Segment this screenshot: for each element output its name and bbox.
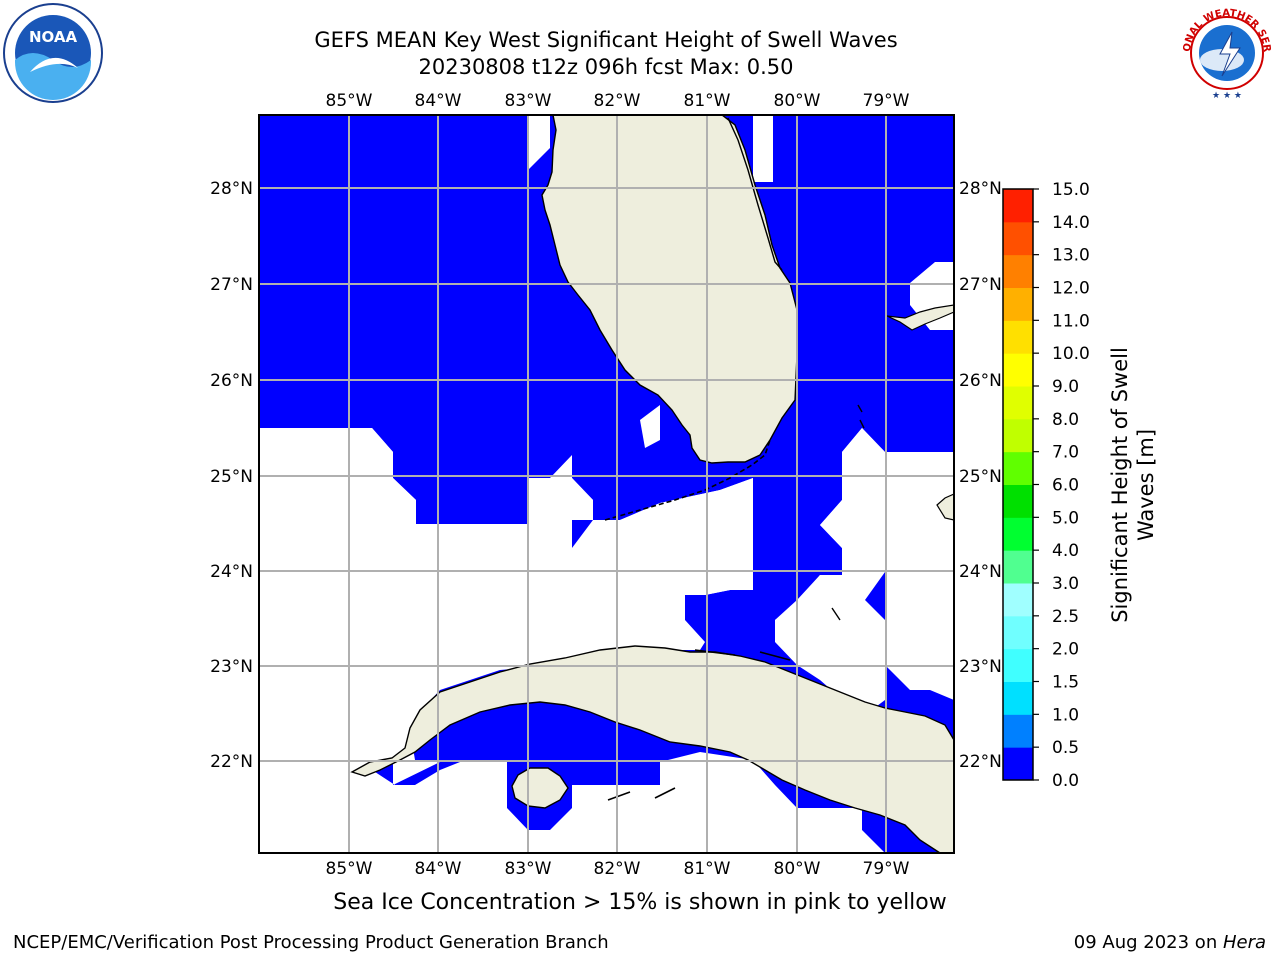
map-content [259, 115, 954, 853]
lat-label: 28°N [959, 179, 1002, 199]
colorbar-tick-label: 15.0 [1052, 180, 1090, 200]
colorbar-swatch [1003, 353, 1033, 387]
colorbar-tick-label: 1.5 [1052, 673, 1079, 693]
footer-credit: NCEP/EMC/Verification Post Processing Pr… [13, 932, 609, 953]
isle-of-youth-land [511, 767, 569, 809]
colorbar-tick-label: 6.0 [1052, 476, 1079, 496]
sea-ice-caption: Sea Ice Concentration > 15% is shown in … [333, 890, 947, 915]
lat-label: 26°N [959, 371, 1002, 391]
colorbar-tick-label: 13.0 [1052, 246, 1090, 266]
lat-label: 27°N [210, 275, 253, 295]
noaa-logo: NOAA [3, 3, 103, 103]
colorbar-swatch [1003, 550, 1033, 584]
nws-logo: NATIONAL WEATHER SERVICE ★ ★ ★ [1176, 2, 1276, 102]
colorbar-tick-label: 7.0 [1052, 443, 1079, 463]
colorbar-label-line1: Significant Height of Swell [1108, 347, 1132, 623]
colorbar-tick-label: 0.0 [1052, 771, 1079, 791]
lon-label: 80°W [774, 91, 821, 111]
cuba-land [350, 645, 954, 853]
lat-labels-right: 28°N 27°N 26°N 25°N 24°N 23°N 22°N [959, 179, 1002, 772]
lon-label: 81°W [684, 859, 731, 879]
colorbar-tick-label: 14.0 [1052, 213, 1090, 233]
lon-label: 83°W [505, 859, 552, 879]
lat-label: 25°N [959, 467, 1002, 487]
lon-label: 82°W [594, 91, 641, 111]
lon-label: 82°W [594, 859, 641, 879]
lat-label: 26°N [210, 371, 253, 391]
chart-title: GEFS MEAN Key West Significant Height of… [314, 28, 898, 52]
map-gridlines [259, 115, 954, 853]
lon-label: 85°W [326, 859, 373, 879]
colorbar-swatch [1003, 451, 1033, 485]
lon-label: 79°W [863, 91, 910, 111]
colorbar-swatch [1003, 681, 1033, 715]
colorbar: 0.0 0.5 1.0 1.5 2.0 2.5 3.0 4.0 5.0 6.0 7.0 8.0 9.0 1… [1002, 180, 1090, 791]
colorbar-swatch [1003, 517, 1033, 551]
colorbar-tick-label: 9.0 [1052, 377, 1079, 397]
colorbar-label-line2: Waves [m] [1134, 428, 1158, 542]
lat-label: 28°N [210, 179, 253, 199]
colorbar-swatch [1003, 320, 1033, 354]
colorbar-swatch [1003, 648, 1033, 682]
lon-label: 79°W [863, 859, 910, 879]
lon-label: 83°W [505, 91, 552, 111]
footer-date-text: 09 Aug 2023 on [1073, 932, 1223, 953]
colorbar-tick-label: 2.5 [1052, 607, 1079, 627]
colorbar-swatch [1003, 615, 1033, 650]
chart-subtitle: 20230808 t12z 096h fcst Max: 0.50 [418, 55, 794, 79]
colorbar-tick-label: 2.0 [1052, 640, 1079, 660]
colorbar-swatch [1003, 583, 1033, 617]
svg-text:★ ★ ★: ★ ★ ★ [1212, 91, 1242, 101]
noaa-logo-text: NOAA [29, 28, 78, 46]
lon-label: 81°W [684, 91, 731, 111]
colorbar-tick-label: 12.0 [1052, 279, 1090, 299]
colorbar-swatch [1003, 189, 1033, 223]
lon-labels-bottom: 85°W 84°W 83°W 82°W 81°W 80°W 79°W [326, 859, 910, 879]
lon-label: 80°W [774, 859, 821, 879]
lon-label: 84°W [415, 859, 462, 879]
lat-label: 25°N [210, 467, 253, 487]
no-data-regions [259, 115, 954, 853]
colorbar-swatch [1003, 254, 1033, 288]
lon-labels-top: 85°W 84°W 83°W 82°W 81°W 80°W 79°W [326, 91, 910, 111]
colorbar-tick-label: 4.0 [1052, 541, 1079, 561]
colorbar-tick-label: 5.0 [1052, 508, 1079, 528]
colorbar-tick-label: 11.0 [1052, 311, 1090, 331]
colorbar-tick-label: 8.0 [1052, 410, 1079, 430]
florida-land [541, 115, 798, 464]
colorbar-swatch [1003, 418, 1033, 453]
lat-label: 24°N [210, 562, 253, 582]
colorbar-swatch [1003, 287, 1033, 321]
lat-label: 24°N [959, 562, 1002, 582]
lon-label: 85°W [326, 91, 373, 111]
lat-label: 22°N [959, 752, 1002, 772]
lat-labels-left: 28°N 27°N 26°N 25°N 24°N 23°N 22°N [210, 179, 253, 772]
lat-label: 22°N [210, 752, 253, 772]
colorbar-swatch [1003, 747, 1033, 781]
colorbar-tick-label: 3.0 [1052, 574, 1079, 594]
footer-host: Hera [1222, 932, 1266, 953]
colorbar-swatch [1003, 221, 1033, 256]
lat-label: 23°N [210, 657, 253, 677]
lon-label: 84°W [415, 91, 462, 111]
map-frame [258, 114, 955, 854]
lat-label: 23°N [959, 657, 1002, 677]
colorbar-tick-label: 1.0 [1052, 705, 1079, 725]
footer-date: 09 Aug 2023 on Hera [1074, 932, 1266, 953]
colorbar-swatch [1003, 484, 1033, 518]
colorbar-tick-label: 0.5 [1052, 738, 1079, 758]
colorbar-swatch [1003, 386, 1033, 420]
colorbar-tick-label: 10.0 [1052, 344, 1090, 364]
colorbar-swatch [1003, 714, 1033, 748]
lat-label: 27°N [959, 275, 1002, 295]
